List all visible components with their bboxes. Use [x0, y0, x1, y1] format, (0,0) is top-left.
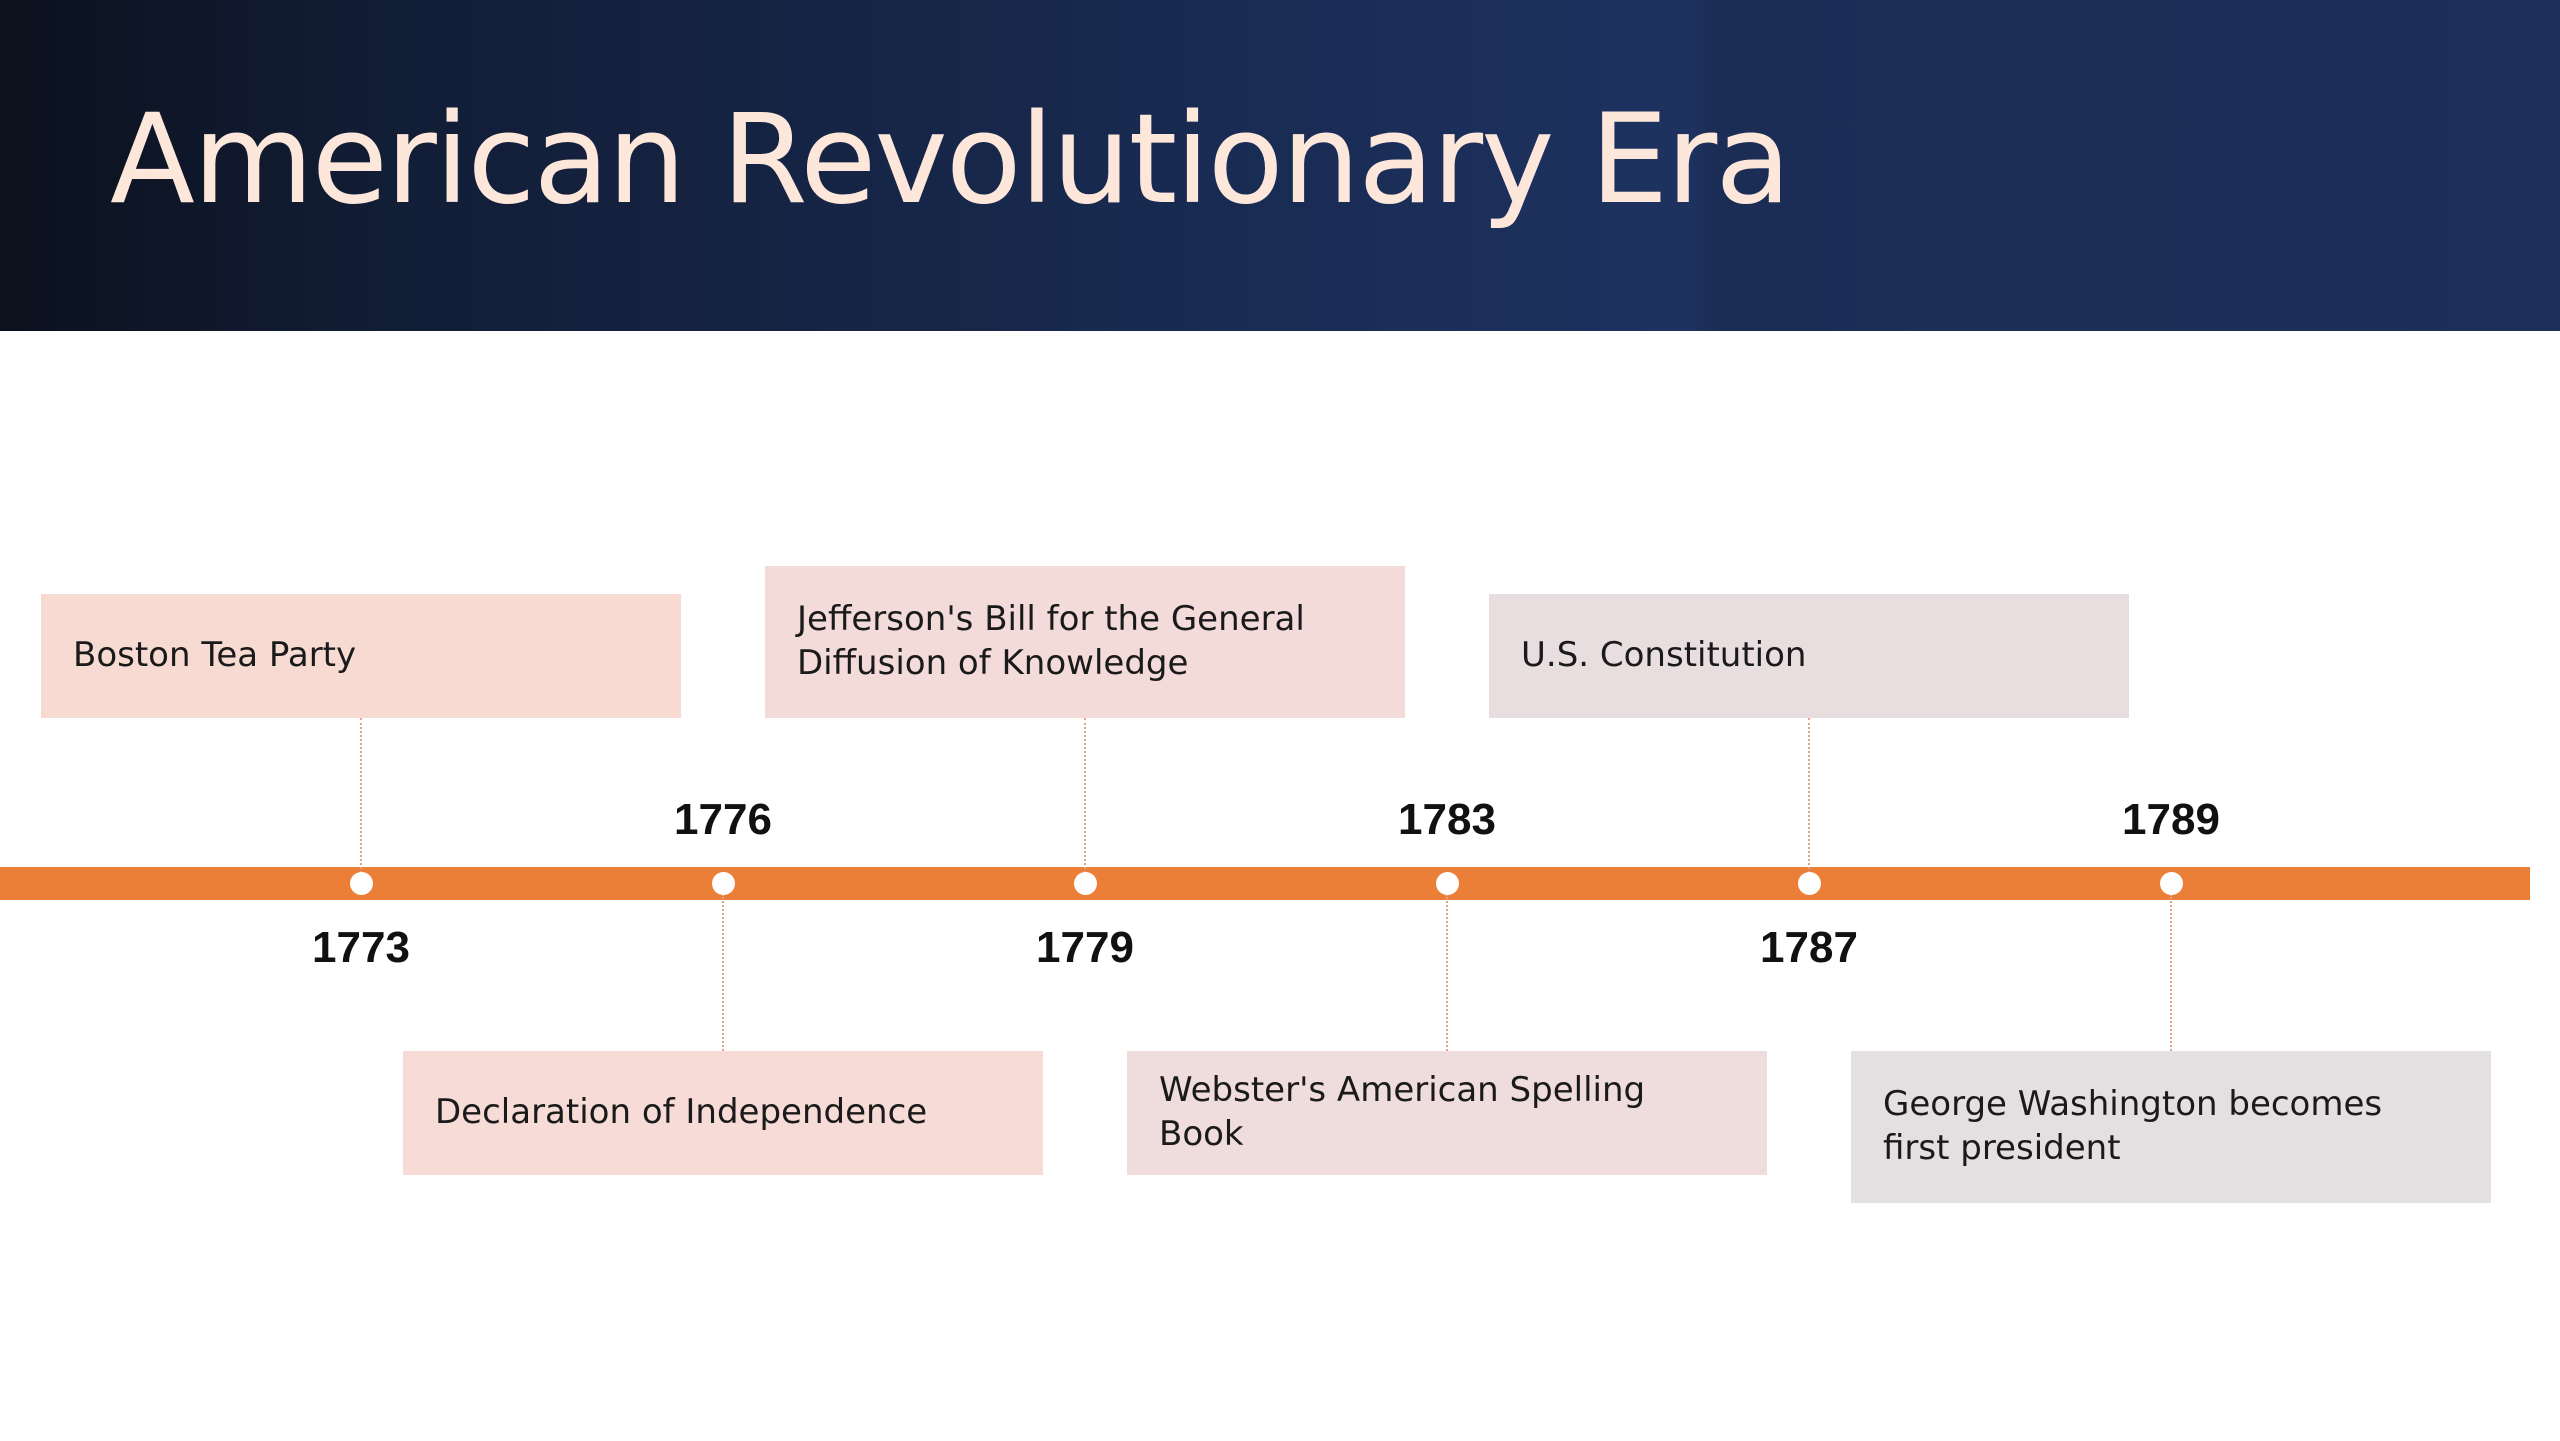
timeline-marker	[1073, 872, 1097, 895]
event-box: Jefferson's Bill for the General Diffusi…	[765, 566, 1405, 718]
timeline-marker	[349, 872, 373, 895]
connector-line	[1808, 718, 1810, 873]
event-box: Declaration of Independence	[403, 1051, 1043, 1175]
event-box: U.S. Constitution	[1489, 594, 2129, 718]
year-label: 1776	[674, 795, 772, 844]
connector-line	[360, 718, 362, 873]
year-label: 1787	[1760, 923, 1858, 972]
title-banner: American Revolutionary Era	[0, 0, 2560, 331]
connector-line	[722, 894, 724, 1051]
year-label: 1779	[1036, 923, 1134, 972]
timeline-axis	[0, 867, 2530, 900]
timeline-marker	[1435, 872, 1459, 895]
timeline-marker	[1797, 872, 1821, 895]
year-label: 1773	[312, 923, 410, 972]
connector-line	[2170, 894, 2172, 1051]
year-label: 1789	[2122, 795, 2220, 844]
timeline-marker	[2159, 872, 2183, 895]
event-box: George Washington becomes first presiden…	[1851, 1051, 2491, 1203]
connector-line	[1084, 718, 1086, 873]
slide-title: American Revolutionary Era	[110, 88, 1791, 232]
year-label: 1783	[1398, 795, 1496, 844]
event-box: Webster's American Spelling Book	[1127, 1051, 1767, 1175]
event-box: Boston Tea Party	[41, 594, 681, 718]
connector-line	[1446, 894, 1448, 1051]
timeline-marker	[711, 872, 735, 895]
